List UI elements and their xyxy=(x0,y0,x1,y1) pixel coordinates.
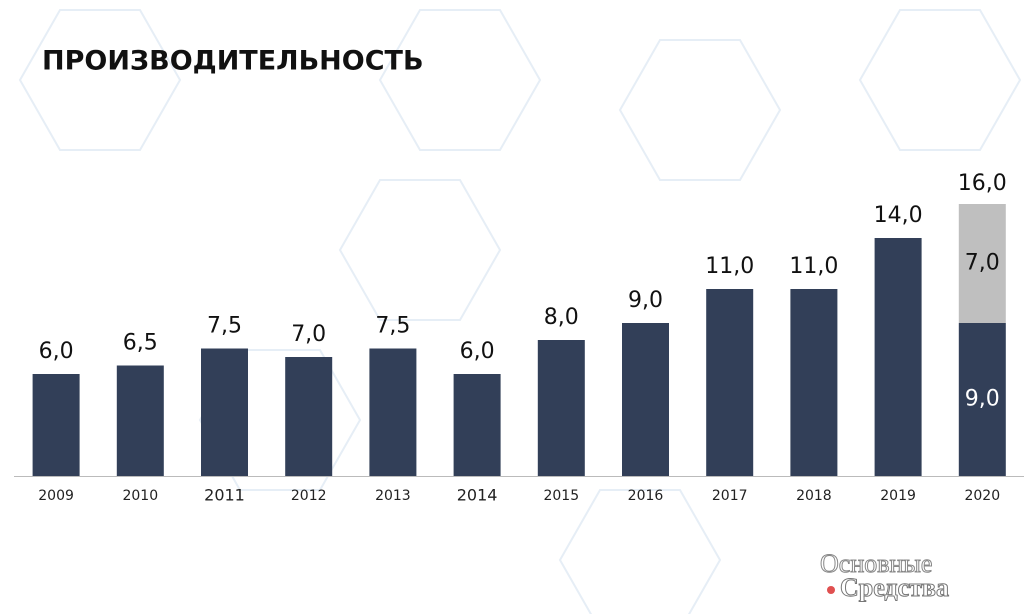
x-tick-label: 2019 xyxy=(880,488,916,504)
data-label: 6,0 xyxy=(460,339,495,364)
background-pattern xyxy=(18,9,1022,614)
chart-title: ПРОИЗВОДИТЕЛЬНОСТЬ xyxy=(42,46,424,77)
watermark: Средства xyxy=(840,573,949,602)
data-label: 11,0 xyxy=(789,254,838,279)
data-label: 7,5 xyxy=(207,314,242,339)
x-tick-label: 2010 xyxy=(122,488,158,504)
bar-segment xyxy=(622,323,669,476)
data-label: 7,0 xyxy=(291,322,326,347)
data-label: 9,0 xyxy=(628,288,663,313)
x-tick-label: 2014 xyxy=(457,486,498,505)
bar-segment xyxy=(874,238,922,476)
data-label: 8,0 xyxy=(544,305,579,330)
bar-segment xyxy=(32,374,80,476)
x-tick-label: 2013 xyxy=(375,488,411,504)
bar-segment xyxy=(958,204,1006,323)
data-label: 14,0 xyxy=(874,203,923,228)
data-label: 7,5 xyxy=(375,314,410,339)
bar-segment xyxy=(369,348,417,476)
bar-segment xyxy=(706,289,754,476)
x-tick-label: 2016 xyxy=(628,488,664,504)
x-tick-label: 2015 xyxy=(543,488,579,504)
bar-segment xyxy=(453,374,501,476)
watermark-dot xyxy=(827,586,835,594)
total-label: 16,0 xyxy=(958,171,1007,196)
bar-segment xyxy=(958,323,1006,476)
data-label: 6,5 xyxy=(123,331,158,356)
x-tick-label: 2009 xyxy=(38,488,74,504)
data-label: 9,0 xyxy=(965,387,1000,412)
x-tick-label: 2012 xyxy=(291,488,327,504)
x-tick-label: 2017 xyxy=(712,488,748,504)
bar-segment xyxy=(116,365,164,476)
x-tick-label: 2020 xyxy=(964,488,1000,504)
bar-segment xyxy=(537,340,585,476)
data-label: 6,0 xyxy=(39,339,74,364)
watermark: Основные xyxy=(820,549,932,578)
data-label: 7,0 xyxy=(965,251,1000,276)
data-label: 11,0 xyxy=(705,254,754,279)
bar-segment xyxy=(285,357,333,476)
x-tick-label: 2011 xyxy=(204,486,245,505)
bar-segment xyxy=(790,289,838,476)
x-tick-label: 2018 xyxy=(796,488,832,504)
bar-segment xyxy=(201,348,248,476)
